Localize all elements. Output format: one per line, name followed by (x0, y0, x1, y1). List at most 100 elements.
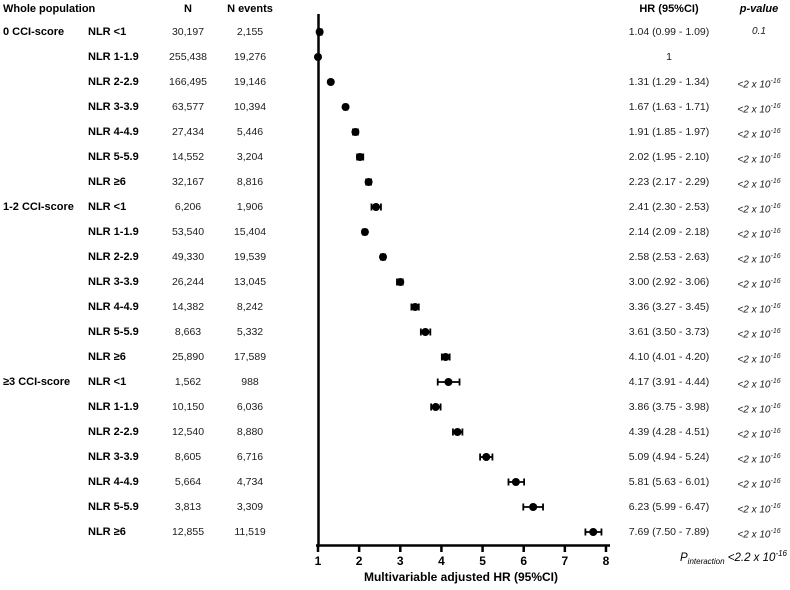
hr-point-marker (444, 378, 453, 386)
column-header-n-events: N events (227, 3, 273, 15)
x-axis-title: Multivariable adjusted HR (95%CI) (363, 570, 559, 584)
n-events-value: 4,734 (236, 476, 264, 488)
n-value: 63,577 (171, 101, 205, 113)
hr-ci-value: 1.67 (1.63 - 1.71) (628, 101, 710, 113)
n-value: 32,167 (171, 176, 205, 188)
nlr-category-label: NLR <1 (88, 201, 127, 213)
hr-ci-value: 3.00 (2.92 - 3.06) (628, 276, 710, 288)
p-value: <2 x 10-16 (737, 428, 781, 441)
nlr-category-label: NLR ≥6 (88, 176, 126, 188)
hr-point-marker (589, 528, 598, 536)
hr-point-marker (379, 253, 388, 261)
n-events-value: 6,036 (236, 401, 264, 413)
hr-point-marker (360, 228, 369, 236)
n-value: 5,664 (174, 476, 202, 488)
hr-ci-value: 3.86 (3.75 - 3.98) (628, 401, 710, 413)
hr-ci-value: 2.58 (2.53 - 2.63) (628, 251, 710, 263)
n-events-value: 2,155 (236, 26, 264, 38)
p-value: <2 x 10-16 (737, 103, 781, 116)
n-value: 8,663 (174, 326, 202, 338)
n-events-value: 8,880 (236, 426, 264, 438)
x-axis-tick-label: 8 (603, 554, 610, 568)
n-events-value: 8,242 (236, 301, 264, 313)
column-header-hr: HR (95%CI) (639, 3, 699, 15)
p-value: <2 x 10-16 (737, 228, 781, 241)
n-events-value: 19,146 (233, 76, 267, 88)
p-interaction-subscript: interaction (687, 557, 725, 567)
nlr-category-label: NLR 1-1.9 (88, 401, 139, 413)
hr-point-marker (441, 353, 450, 361)
p-interaction-symbol: P (680, 551, 688, 564)
n-value: 10,150 (171, 401, 205, 413)
n-value: 12,540 (171, 426, 205, 438)
nlr-category-label: NLR 3-3.9 (88, 101, 139, 113)
x-axis-tick-label: 1 (315, 554, 322, 568)
n-events-value: 1,906 (236, 201, 264, 213)
n-value: 30,197 (171, 26, 205, 38)
n-value: 255,438 (169, 51, 207, 63)
hr-point-marker (326, 78, 335, 86)
n-events-value: 3,204 (236, 151, 264, 163)
hr-ci-value: 7.69 (7.50 - 7.89) (628, 526, 710, 538)
hr-point-marker (482, 453, 491, 461)
nlr-category-label: NLR 4-4.9 (88, 126, 139, 138)
nlr-category-label: NLR 2-2.9 (88, 251, 139, 263)
n-events-value: 17,589 (233, 351, 267, 363)
p-value: <2 x 10-16 (737, 178, 781, 191)
p-value: <2 x 10-16 (737, 503, 781, 516)
n-value: 53,540 (171, 226, 205, 238)
nlr-category-label: NLR 1-1.9 (88, 226, 139, 238)
hr-ci-value: 3.36 (3.27 - 3.45) (628, 301, 710, 313)
p-value: <2 x 10-16 (737, 203, 781, 216)
n-events-value: 19,539 (233, 251, 267, 263)
n-events-value: 5,446 (236, 126, 264, 138)
hr-point-marker (421, 328, 430, 336)
n-value: 26,244 (171, 276, 205, 288)
x-axis-tick-label: 2 (356, 554, 363, 568)
n-value: 3,813 (174, 501, 202, 513)
hr-ci-value: 4.39 (4.28 - 4.51) (628, 426, 710, 438)
n-value: 49,330 (171, 251, 205, 263)
nlr-category-label: NLR 5-5.9 (88, 501, 139, 513)
hr-point-marker (411, 303, 420, 311)
n-events-value: 15,404 (233, 226, 267, 238)
p-value: <2 x 10-16 (737, 528, 781, 541)
hr-ci-value: 5.09 (4.94 - 5.24) (628, 451, 710, 463)
hr-point-marker (351, 128, 360, 136)
hr-ci-value: 2.23 (2.17 - 2.29) (628, 176, 710, 188)
p-value: <2 x 10-16 (737, 303, 781, 316)
group-label: 0 CCI-score (3, 26, 65, 38)
n-events-value: 3,309 (236, 501, 264, 513)
n-events-value: 5,332 (236, 326, 264, 338)
nlr-category-label: NLR 5-5.9 (88, 151, 139, 163)
n-value: 166,495 (169, 76, 207, 88)
p-value: <2 x 10-16 (737, 128, 781, 141)
hr-ci-value: 5.81 (5.63 - 6.01) (628, 476, 710, 488)
p-value: <2 x 10-16 (737, 328, 781, 341)
hr-point-marker (396, 278, 405, 286)
n-value: 14,382 (171, 301, 205, 313)
column-header-n: N (184, 3, 192, 15)
hr-ci-value: 6.23 (5.99 - 6.47) (628, 501, 710, 513)
hr-ci-value: 2.02 (1.95 - 2.10) (628, 151, 710, 163)
hr-point-marker (511, 478, 520, 486)
hr-ci-value: 1.91 (1.85 - 1.97) (628, 126, 710, 138)
hr-point-marker (364, 178, 373, 186)
p-value: <2 x 10-16 (737, 153, 781, 166)
nlr-category-label: NLR 3-3.9 (88, 451, 139, 463)
column-header-population: Whole population (3, 3, 96, 15)
hr-ci-value: 2.14 (2.09 - 2.18) (628, 226, 710, 238)
p-value: <2 x 10-16 (737, 453, 781, 466)
hr-point-marker (431, 403, 440, 411)
x-axis-tick-label: 5 (479, 554, 486, 568)
p-value: <2 x 10-16 (737, 253, 781, 266)
n-events-value: 988 (241, 376, 259, 388)
nlr-category-label: NLR 3-3.9 (88, 276, 139, 288)
x-axis-tick-label: 3 (397, 554, 404, 568)
hr-ci-value: 1 (666, 51, 672, 63)
hr-point-marker (453, 428, 462, 436)
nlr-category-label: NLR 5-5.9 (88, 326, 139, 338)
hr-point-marker (315, 28, 324, 36)
hr-point-marker (355, 153, 364, 161)
